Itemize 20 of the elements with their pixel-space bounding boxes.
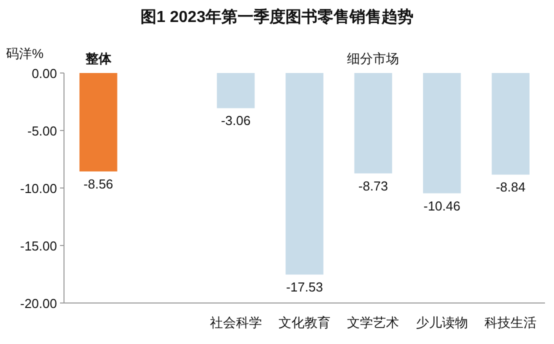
x-tick-label: 社会科学 <box>210 315 262 330</box>
y-tick-label: -15.00 <box>20 238 57 254</box>
x-tick-label: 文学艺术 <box>347 315 400 330</box>
chart-title: 图1 2023年第一季度图书零售销售趋势 <box>140 7 414 26</box>
data-label: -10.46 <box>423 198 460 214</box>
x-tick-label: 科技生活 <box>484 315 537 330</box>
y-axis-title: 码洋% <box>6 46 44 61</box>
data-label: -3.06 <box>220 113 251 128</box>
y-tick-label: -10.00 <box>20 181 57 196</box>
y-tick-label: 0.00 <box>32 66 57 81</box>
data-label: -8.84 <box>496 180 526 195</box>
y-tick-label: -5.00 <box>27 124 57 138</box>
x-tick-label: 文化教育 <box>278 315 330 330</box>
x-tick-label: 少儿读物 <box>416 315 468 330</box>
y-tick-label: -20.00 <box>20 296 57 311</box>
x-tick-label: 整体 <box>84 51 112 66</box>
data-label: -8.73 <box>358 178 388 194</box>
data-label: -8.56 <box>84 176 114 192</box>
data-label: -17.53 <box>286 280 323 295</box>
text: 细分市场 <box>347 51 400 66</box>
